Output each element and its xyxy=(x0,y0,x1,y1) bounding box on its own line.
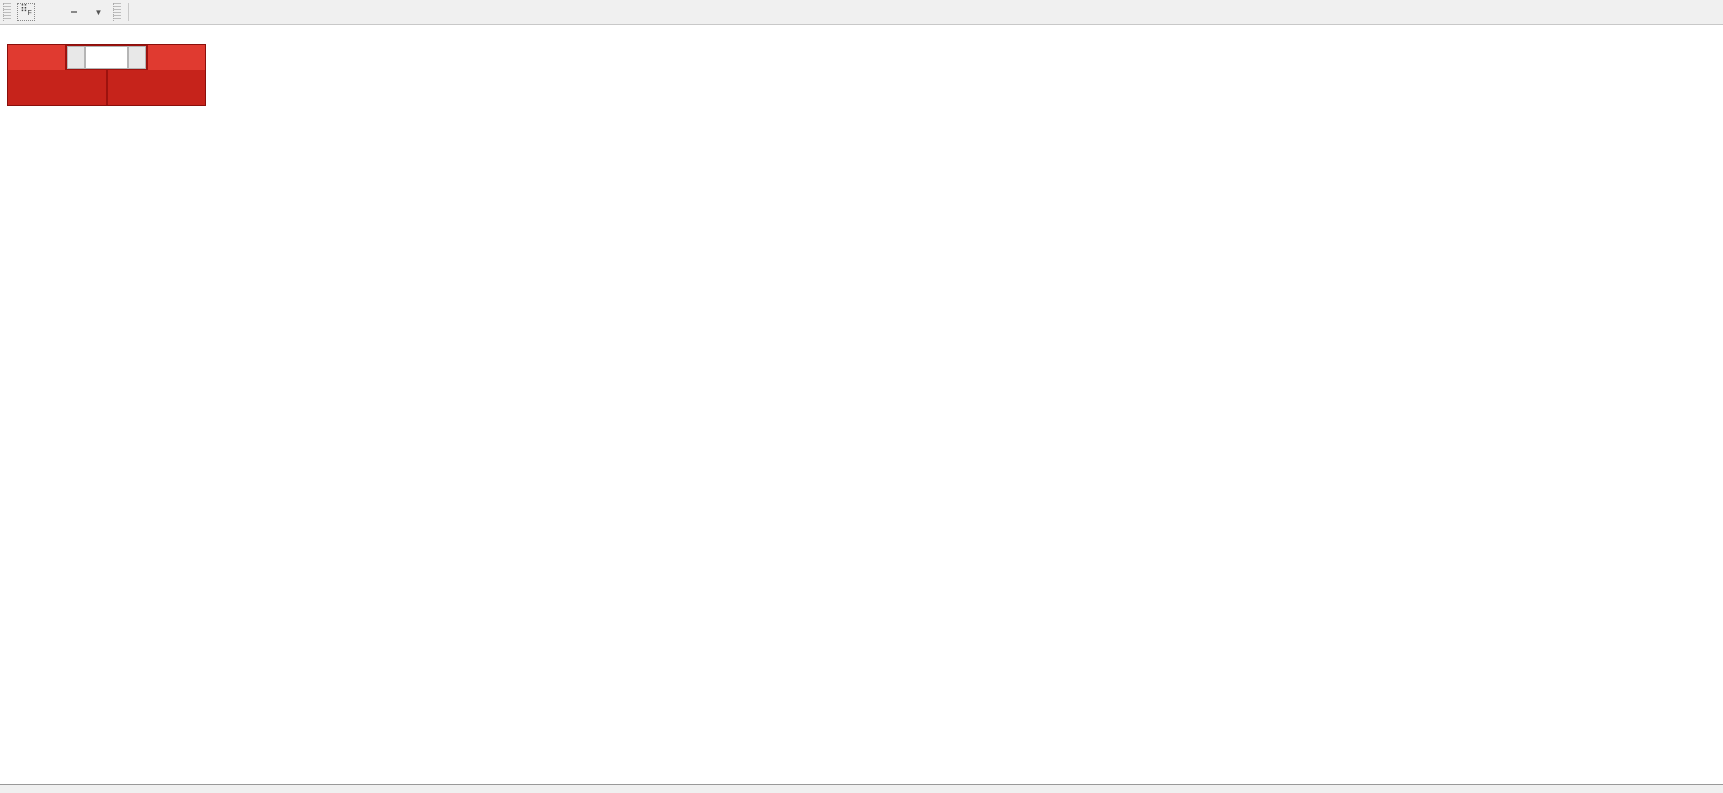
bid-price[interactable] xyxy=(8,70,106,105)
sell-button[interactable] xyxy=(8,45,65,70)
ask-price[interactable] xyxy=(107,70,205,105)
draw-objects-icon[interactable]: ▼ xyxy=(87,2,109,22)
volume-down-button[interactable] xyxy=(67,46,85,69)
toolbar-separator xyxy=(128,3,129,21)
volume-input[interactable] xyxy=(85,46,128,69)
volume-spinner xyxy=(65,45,148,70)
one-click-trade-panel xyxy=(8,45,205,105)
toolbar-grip[interactable] xyxy=(3,3,11,21)
buy-button[interactable] xyxy=(148,45,205,70)
volume-up-button[interactable] xyxy=(128,46,146,69)
toolbar-grip[interactable] xyxy=(113,3,121,21)
dropdown-caret-icon: ▼ xyxy=(94,7,103,17)
cursor-mode-icon[interactable]: ⠿F xyxy=(15,2,37,22)
text-box-icon[interactable] xyxy=(63,2,85,22)
top-toolbar: ⠿F ▼ xyxy=(0,0,1723,25)
window-tabs-strip xyxy=(0,784,1723,793)
text-label-icon[interactable] xyxy=(39,2,61,22)
